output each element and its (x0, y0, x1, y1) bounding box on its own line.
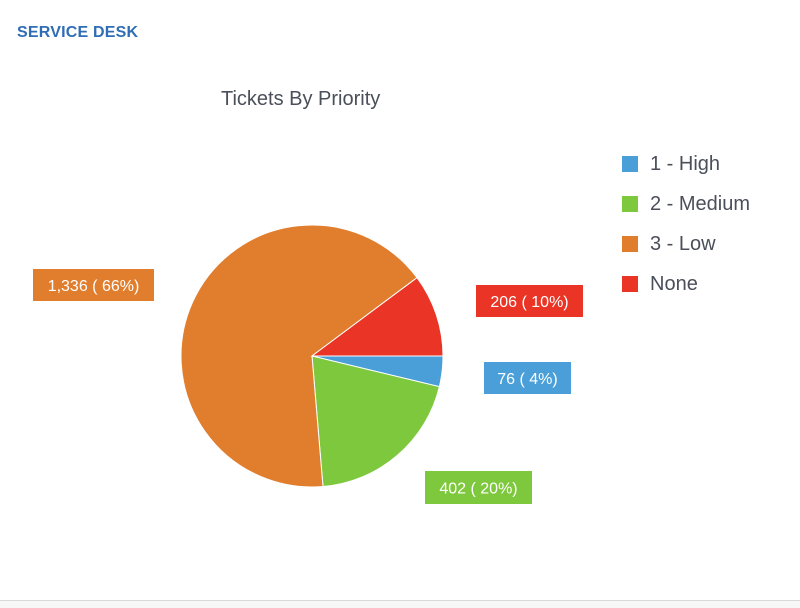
page-title: SERVICE DESK (17, 24, 139, 41)
data-label-medium: 402 ( 20%) (425, 471, 532, 504)
legend-item-none[interactable]: None (622, 264, 750, 304)
data-label-text-medium: 402 ( 20%) (439, 481, 517, 498)
data-label-box-low (33, 269, 154, 301)
chart-title: Tickets By Priority (221, 88, 381, 110)
data-label-box-medium (425, 471, 532, 504)
data-label-text-high: 76 ( 4%) (497, 371, 557, 388)
pie-slice-medium[interactable] (311, 355, 440, 488)
data-label-low: 1,336 ( 66%) (33, 269, 154, 301)
chart-legend: 1 - High 2 - Medium 3 - Low None (622, 144, 750, 304)
legend-item-high[interactable]: 1 - High (622, 144, 750, 184)
data-label-high: 76 ( 4%) (484, 362, 571, 394)
pie-slice-none[interactable] (310, 276, 444, 357)
legend-swatch-none (622, 276, 638, 292)
pie-slice-low[interactable] (180, 224, 418, 488)
data-label-text-low: 1,336 ( 66%) (48, 278, 140, 295)
legend-swatch-high (622, 156, 638, 172)
legend-label-low: 3 - Low (650, 232, 716, 255)
legend-swatch-low (622, 236, 638, 252)
data-label-box-none (476, 285, 583, 317)
legend-label-none: None (650, 272, 698, 295)
data-label-text-none: 206 ( 10%) (490, 294, 568, 311)
legend-item-low[interactable]: 3 - Low (622, 224, 750, 264)
legend-label-medium: 2 - Medium (650, 192, 751, 215)
data-label-box-high (484, 362, 571, 394)
legend-label-high: 1 - High (650, 152, 721, 175)
data-label-none: 206 ( 10%) (476, 285, 583, 317)
legend-item-medium[interactable]: 2 - Medium (622, 184, 750, 224)
legend-swatch-medium (622, 196, 638, 212)
bottom-divider (0, 600, 800, 608)
